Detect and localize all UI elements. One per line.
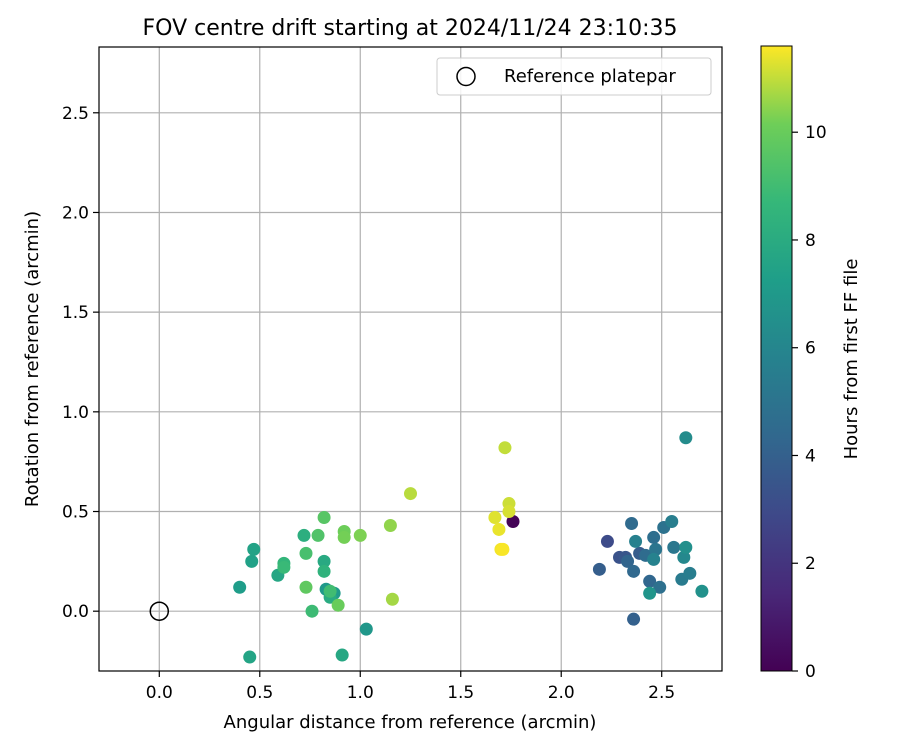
data-point — [627, 612, 641, 626]
data-points — [233, 431, 709, 664]
colorbar-tick-label: 10 — [805, 123, 827, 143]
data-point — [277, 560, 291, 574]
y-tick-label: 1.0 — [62, 403, 89, 423]
data-point — [404, 487, 417, 501]
data-point — [335, 648, 349, 662]
data-point — [625, 516, 639, 530]
data-point — [299, 546, 313, 560]
data-point — [665, 514, 679, 528]
colorbar — [760, 45, 793, 672]
data-point — [679, 431, 693, 445]
y-axis-label: Rotation from reference (arcmin) — [22, 211, 43, 507]
data-point — [592, 562, 606, 576]
data-point — [243, 650, 257, 664]
x-tick-label: 0.5 — [246, 683, 273, 703]
data-point — [323, 584, 337, 598]
data-point — [359, 622, 373, 636]
x-tick-label: 0.0 — [146, 683, 173, 703]
data-point — [317, 564, 331, 578]
data-point — [677, 550, 691, 564]
legend: Reference platepar — [436, 57, 712, 96]
data-point — [502, 505, 516, 519]
data-point — [233, 580, 247, 594]
data-point — [627, 564, 641, 578]
y-tick-label: 0.0 — [62, 602, 89, 622]
data-point — [600, 534, 614, 548]
data-point — [247, 542, 261, 556]
data-point — [653, 580, 667, 594]
y-tick-label: 2.5 — [62, 104, 89, 124]
legend-label: Reference platepar — [504, 66, 676, 87]
data-point — [331, 598, 345, 612]
data-point — [679, 540, 693, 554]
x-tick-label: 1.0 — [347, 683, 374, 703]
data-point — [317, 554, 331, 568]
data-point — [496, 542, 510, 556]
data-point — [649, 542, 663, 556]
data-point — [629, 534, 643, 548]
legend-box — [436, 57, 712, 96]
data-point — [337, 530, 351, 544]
x-tick-label: 2.5 — [648, 683, 675, 703]
plot-frame — [98, 46, 723, 672]
y-tick-label: 2.0 — [62, 203, 89, 223]
data-point — [667, 540, 681, 554]
x-tick-label: 1.5 — [447, 683, 474, 703]
x-axis-ticks: 0.0 0.5 1.0 1.5 2.0 2.5 — [146, 671, 675, 703]
data-point — [647, 530, 661, 544]
data-point — [299, 580, 313, 594]
x-tick-label: 2.0 — [548, 683, 575, 703]
data-point — [498, 441, 512, 455]
colorbar-tick-label: 8 — [805, 231, 816, 251]
data-point — [305, 604, 319, 618]
x-axis-label: Angular distance from reference (arcmin) — [224, 712, 597, 733]
data-point — [383, 518, 397, 532]
data-point — [621, 554, 635, 568]
grid-lines — [99, 47, 722, 671]
colorbar-label: Hours from first FF file — [841, 259, 862, 460]
colorbar-tick-label: 6 — [805, 339, 816, 359]
data-point — [488, 510, 502, 524]
data-point — [385, 592, 399, 606]
data-point — [643, 574, 657, 588]
legend-marker-icon — [456, 66, 476, 87]
data-point — [353, 528, 367, 542]
data-point — [695, 584, 709, 598]
chart-title: FOV centre drift starting at 2024/11/24 … — [143, 16, 678, 41]
data-point — [643, 586, 657, 600]
colorbar-tick-label: 2 — [805, 554, 816, 574]
data-point — [245, 554, 259, 568]
colorbar-ticks: 0 2 4 6 8 10 — [792, 123, 827, 682]
y-axis-ticks: 0.0 0.5 1.0 1.5 2.0 2.5 — [62, 104, 99, 622]
y-tick-label: 1.5 — [62, 303, 89, 323]
data-point — [311, 528, 325, 542]
y-tick-label: 0.5 — [62, 503, 89, 523]
data-point — [647, 552, 661, 566]
data-point — [297, 528, 311, 542]
data-point — [683, 566, 697, 580]
data-point — [492, 522, 506, 536]
data-point — [317, 510, 331, 524]
colorbar-tick-label: 0 — [805, 662, 816, 682]
reference-marker — [149, 601, 170, 621]
data-point — [506, 514, 520, 528]
colorbar-tick-label: 4 — [805, 446, 816, 466]
